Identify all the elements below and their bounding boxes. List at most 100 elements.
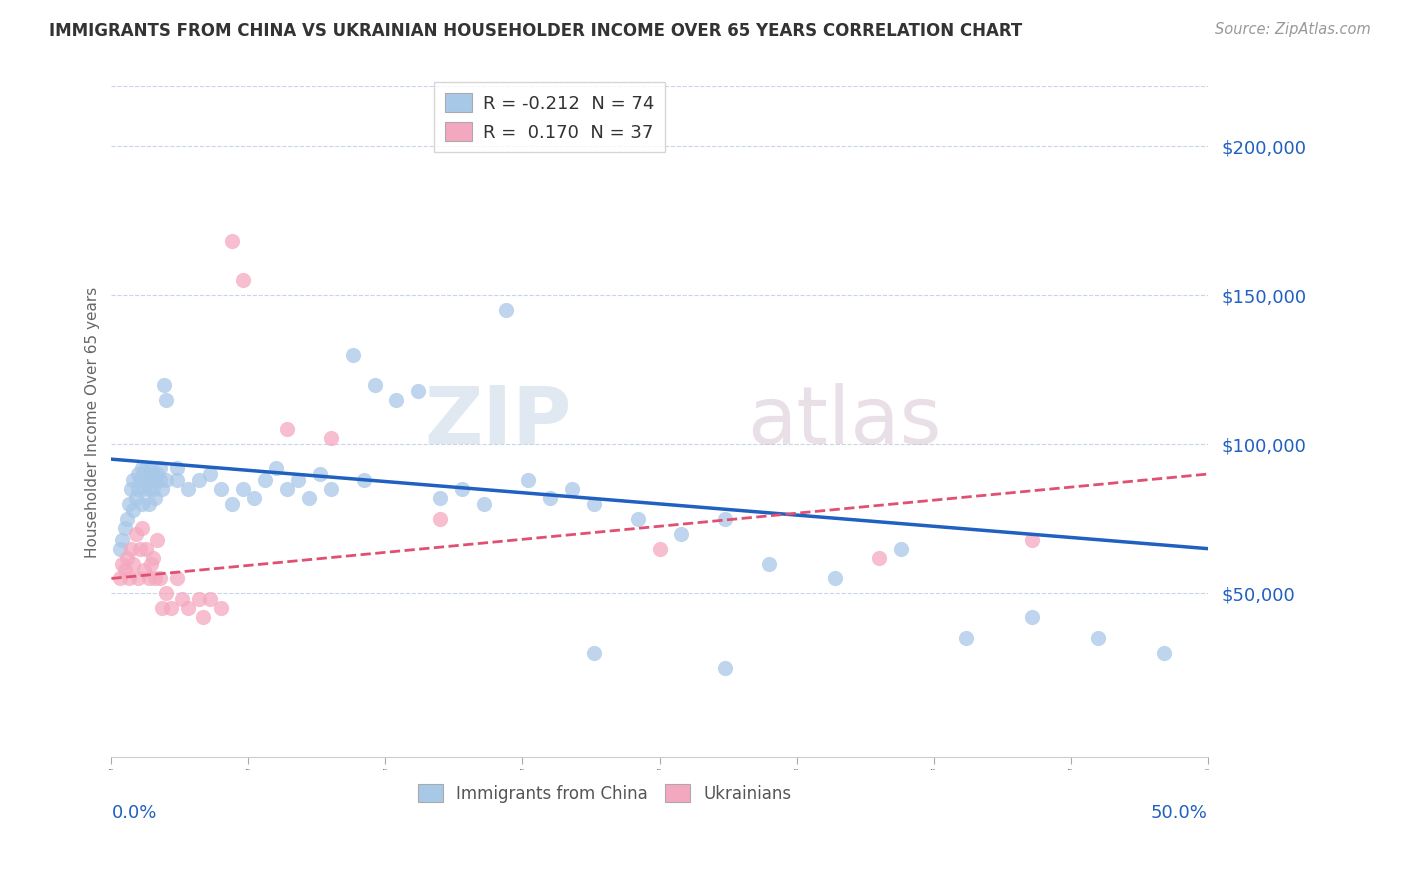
- Point: [538, 491, 561, 505]
- Point: [308, 467, 330, 481]
- Point: [177, 601, 200, 615]
- Point: [155, 392, 177, 407]
- Point: [429, 491, 451, 505]
- Point: [129, 541, 152, 556]
- Point: [135, 541, 157, 556]
- Text: atlas: atlas: [747, 383, 942, 461]
- Point: [209, 482, 232, 496]
- Point: [149, 473, 172, 487]
- Point: [138, 482, 160, 496]
- Point: [118, 571, 141, 585]
- Point: [115, 512, 138, 526]
- Point: [134, 562, 156, 576]
- Point: [824, 571, 846, 585]
- Point: [363, 377, 385, 392]
- Point: [153, 377, 176, 392]
- Point: [111, 557, 134, 571]
- Point: [146, 533, 169, 547]
- Point: [451, 482, 474, 496]
- Point: [276, 482, 298, 496]
- Point: [671, 526, 693, 541]
- Point: [143, 491, 166, 505]
- Point: [142, 482, 165, 496]
- Point: [319, 482, 342, 496]
- Point: [188, 592, 211, 607]
- Point: [170, 592, 193, 607]
- Text: Source: ZipAtlas.com: Source: ZipAtlas.com: [1215, 22, 1371, 37]
- Point: [138, 571, 160, 585]
- Point: [142, 467, 165, 481]
- Point: [150, 482, 173, 496]
- Point: [276, 422, 298, 436]
- Text: 0.0%: 0.0%: [111, 805, 157, 822]
- Point: [193, 610, 215, 624]
- Point: [120, 541, 142, 556]
- Point: [166, 461, 188, 475]
- Point: [1021, 533, 1043, 547]
- Point: [143, 473, 166, 487]
- Point: [582, 646, 605, 660]
- Point: [472, 497, 495, 511]
- Point: [122, 503, 145, 517]
- Point: [517, 473, 540, 487]
- Point: [139, 557, 162, 571]
- Point: [243, 491, 266, 505]
- Point: [582, 497, 605, 511]
- Point: [166, 473, 188, 487]
- Point: [142, 550, 165, 565]
- Point: [122, 557, 145, 571]
- Point: [429, 512, 451, 526]
- Point: [108, 541, 131, 556]
- Point: [495, 303, 517, 318]
- Point: [108, 571, 131, 585]
- Point: [232, 273, 254, 287]
- Point: [127, 467, 149, 481]
- Point: [648, 541, 671, 556]
- Point: [353, 473, 375, 487]
- Legend: Immigrants from China, Ukrainians: Immigrants from China, Ukrainians: [412, 778, 799, 809]
- Point: [209, 601, 232, 615]
- Point: [114, 521, 136, 535]
- Point: [150, 601, 173, 615]
- Point: [146, 467, 169, 481]
- Point: [159, 601, 181, 615]
- Point: [626, 512, 648, 526]
- Point: [868, 550, 890, 565]
- Point: [287, 473, 309, 487]
- Point: [135, 473, 157, 487]
- Point: [149, 461, 172, 475]
- Text: ZIP: ZIP: [425, 383, 572, 461]
- Point: [253, 473, 276, 487]
- Point: [758, 557, 780, 571]
- Point: [342, 348, 364, 362]
- Point: [198, 467, 221, 481]
- Text: 50.0%: 50.0%: [1150, 805, 1208, 822]
- Y-axis label: Householder Income Over 65 years: Householder Income Over 65 years: [86, 286, 100, 558]
- Point: [134, 467, 156, 481]
- Point: [111, 533, 134, 547]
- Point: [221, 497, 243, 511]
- Point: [155, 586, 177, 600]
- Point: [114, 562, 136, 576]
- Point: [135, 461, 157, 475]
- Point: [188, 473, 211, 487]
- Point: [714, 661, 737, 675]
- Point: [1153, 646, 1175, 660]
- Point: [124, 491, 146, 505]
- Point: [134, 482, 156, 496]
- Point: [155, 473, 177, 487]
- Point: [138, 497, 160, 511]
- Point: [131, 497, 153, 511]
- Point: [143, 571, 166, 585]
- Point: [139, 461, 162, 475]
- Point: [561, 482, 583, 496]
- Point: [319, 431, 342, 445]
- Point: [166, 571, 188, 585]
- Point: [177, 482, 200, 496]
- Point: [120, 482, 142, 496]
- Point: [131, 461, 153, 475]
- Point: [1087, 631, 1109, 645]
- Text: IMMIGRANTS FROM CHINA VS UKRAINIAN HOUSEHOLDER INCOME OVER 65 YEARS CORRELATION : IMMIGRANTS FROM CHINA VS UKRAINIAN HOUSE…: [49, 22, 1022, 40]
- Point: [408, 384, 430, 398]
- Point: [298, 491, 321, 505]
